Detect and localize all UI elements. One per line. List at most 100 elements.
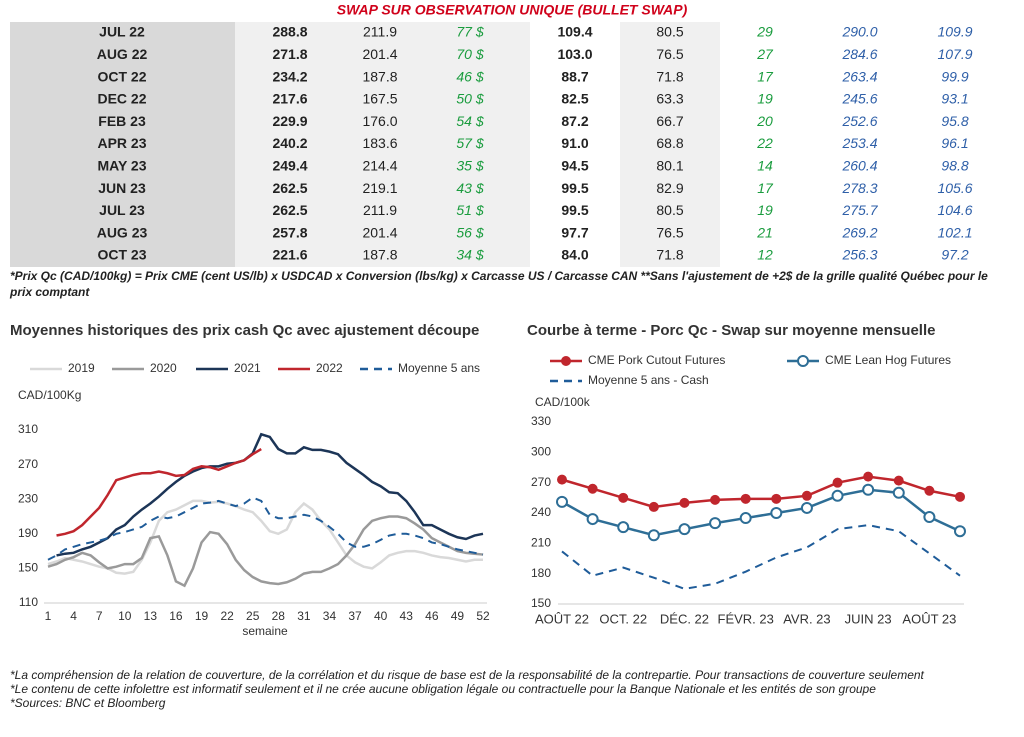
table-cell: 14	[757, 158, 773, 174]
point	[771, 493, 782, 504]
table-cell: 96.1	[941, 135, 968, 151]
y-tick-label: 330	[531, 414, 551, 428]
table-cell: 187.8	[362, 247, 397, 263]
table-cell: 82.9	[656, 180, 683, 196]
table-cell: 95.8	[941, 113, 968, 129]
table-cell: 80.5	[656, 202, 683, 218]
table-cell: APR 23	[97, 135, 146, 151]
series-line	[56, 447, 262, 537]
point	[770, 507, 783, 519]
table-cell: 275.7	[841, 202, 878, 218]
table-cell: OCT 23	[97, 247, 146, 263]
table-cell: 262.5	[272, 202, 307, 218]
table-cell: 288.8	[272, 24, 307, 40]
y-tick-label: 190	[18, 526, 38, 540]
table-cell: 284.6	[841, 46, 877, 62]
table-cell: 234.2	[272, 68, 307, 84]
point	[923, 511, 936, 524]
y-tick-label: 110	[19, 595, 38, 609]
table-cell: 107.9	[937, 46, 972, 62]
legend-label: CME Pork Cutout Futures	[588, 353, 725, 367]
table-cell: 253.4	[841, 135, 877, 151]
legend-label: 2019	[68, 361, 95, 375]
table-cell: 87.2	[561, 113, 588, 129]
y-tick-label: 310	[18, 422, 38, 436]
table-cell: 97.7	[561, 224, 588, 240]
table-cell: 102.1	[937, 224, 972, 240]
table-cell: 80.1	[656, 158, 683, 174]
point	[862, 483, 875, 496]
series-line	[47, 496, 484, 561]
x-tick-label: DÉC. 22	[660, 611, 709, 626]
chart-title: Courbe à terme - Porc Qc - Swap sur moye…	[527, 322, 935, 339]
point	[800, 501, 813, 514]
table-cell: 249.4	[272, 158, 307, 174]
table-cell: 66.7	[656, 113, 683, 129]
table-cell: 269.2	[841, 224, 877, 240]
table-cell: 54 $	[456, 113, 483, 129]
table-cell: 99.9	[941, 68, 968, 84]
x-tick-label: 40	[374, 609, 388, 623]
table-cell: 240.2	[272, 135, 307, 151]
legend-label: CME Lean Hog Futures	[825, 353, 951, 367]
point	[648, 501, 659, 512]
series-line	[561, 475, 961, 509]
legend-label: Moyenne 5 ans	[398, 361, 480, 375]
x-tick-label: 46	[425, 609, 439, 623]
point	[924, 485, 935, 496]
table-cell: 187.8	[362, 68, 397, 84]
y-tick-label: 270	[531, 475, 551, 489]
table-cell: 262.5	[272, 180, 307, 196]
table-cell: 88.7	[561, 68, 588, 84]
y-axis-label: CAD/100Kg	[18, 388, 81, 402]
point	[586, 513, 599, 526]
table-cell: 105.6	[937, 180, 972, 196]
col-bg	[235, 22, 530, 267]
notes: *La compréhension de la relation de couv…	[10, 668, 1010, 710]
table-cell: 183.6	[362, 135, 397, 151]
table-cell: JUL 23	[99, 202, 145, 218]
x-tick-label: 4	[70, 609, 77, 623]
table-cell: 82.5	[561, 91, 588, 107]
table-cell: 278.3	[841, 180, 877, 196]
table-cell: 271.8	[272, 46, 307, 62]
table-cell: 94.5	[561, 158, 588, 174]
table-cell: 35 $	[456, 158, 483, 174]
table-cell: 256.3	[841, 247, 877, 263]
y-tick-label: 230	[18, 491, 38, 505]
table-cell: 34 $	[456, 247, 483, 263]
table-cell: 221.6	[272, 247, 307, 263]
x-tick-label: AOÛT 23	[902, 611, 956, 626]
x-tick-label: 49	[451, 609, 465, 623]
table-cell: DEC 22	[97, 91, 146, 107]
table-cell: AUG 23	[97, 224, 148, 240]
legend-marker	[561, 356, 571, 366]
table-cell: OCT 22	[97, 68, 146, 84]
legend-label: Moyenne 5 ans - Cash	[588, 373, 709, 387]
x-tick-label: 28	[272, 609, 286, 623]
table-cell: 219.1	[362, 180, 397, 196]
table-cell: FEB 23	[98, 113, 146, 129]
table-cell: 217.6	[272, 91, 307, 107]
table-cell: 76.5	[656, 46, 683, 62]
legend-label: 2021	[234, 361, 261, 375]
y-tick-label: 150	[18, 561, 38, 575]
table-cell: 252.6	[841, 113, 877, 129]
chart-title: Moyennes historiques des prix cash Qc av…	[10, 322, 479, 339]
table-cell: 51 $	[456, 202, 483, 218]
table-cell: 91.0	[561, 135, 588, 151]
x-tick-label: 52	[476, 609, 490, 623]
x-tick-label: 7	[96, 609, 103, 623]
table-cell: 19	[757, 202, 773, 218]
note: *Le contenu de cette infolettre est info…	[10, 682, 876, 696]
series-line	[56, 432, 484, 557]
x-tick-label: AOÛT 22	[535, 611, 589, 626]
x-tick-label: 13	[144, 609, 158, 623]
table-cell: 263.4	[841, 68, 877, 84]
x-tick-label: 16	[169, 609, 183, 623]
x-tick-label: 25	[246, 609, 260, 623]
table-cell: 214.4	[362, 158, 397, 174]
x-tick-label: 10	[118, 609, 132, 623]
table-cell: 80.5	[656, 24, 683, 40]
